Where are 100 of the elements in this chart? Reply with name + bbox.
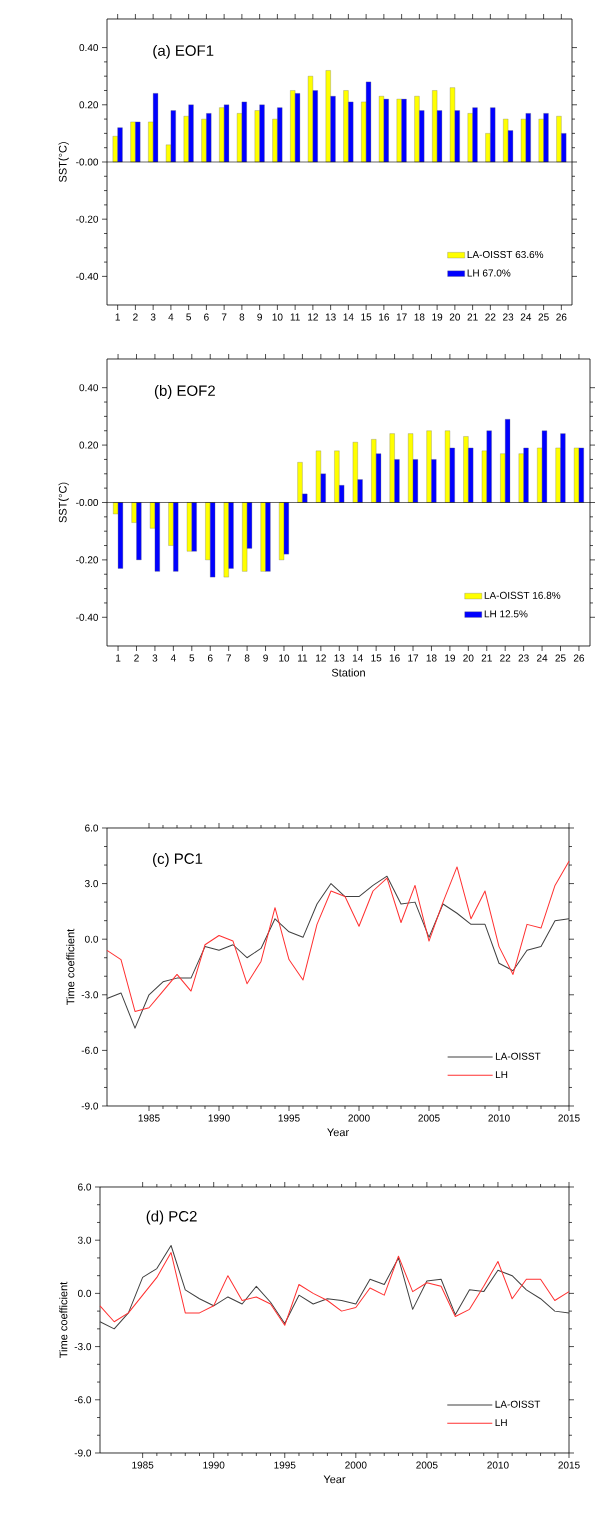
x-tick-label: 2005 — [416, 1461, 438, 1469]
x-tick-label: 7 — [221, 313, 227, 321]
y-tick-label: -3.0 — [74, 1343, 92, 1351]
x-tick-label: 7 — [226, 654, 231, 662]
x-tick-label: 22 — [500, 654, 511, 662]
y-tick-label: -0.40 — [76, 272, 99, 280]
x-tick-label: 25 — [555, 654, 566, 662]
x-tick-label: 8 — [239, 313, 245, 321]
x-tick-label: 21 — [481, 654, 492, 662]
y-tick-label: 0.0 — [77, 1289, 92, 1297]
x-tick-label: 1995 — [278, 1114, 300, 1122]
text: (b) EOF2 — [154, 385, 215, 399]
legend-label: LA-OISST — [495, 1400, 541, 1408]
y-tick-label: 3.0 — [84, 880, 99, 888]
x-tick-label: 1990 — [208, 1114, 230, 1122]
x-tick-label: 18 — [414, 313, 425, 321]
y-tick-label: 0.40 — [79, 384, 99, 392]
y-axis-title: SST(°C) — [58, 482, 69, 523]
x-tick-label: 2015 — [558, 1114, 580, 1122]
x-tick-label: 4 — [170, 654, 176, 662]
x-tick-label: 2005 — [418, 1114, 440, 1122]
legend-label: LA-OISST 16.8% — [484, 591, 561, 599]
legend-label: LH 67.0% — [467, 269, 511, 277]
y-tick-label: 6.0 — [85, 824, 99, 832]
bar — [541, 430, 548, 503]
y-tick-label: -0.00 — [76, 158, 99, 166]
x-tick-label: 24 — [520, 313, 532, 321]
x-tick-label: 5 — [186, 313, 191, 321]
x-tick-label: 14 — [352, 654, 363, 662]
x-tick-label: 11 — [297, 654, 308, 662]
x-tick-label: 4 — [168, 313, 174, 321]
legend-label: LA-OISST 63.6% — [467, 250, 544, 259]
x-tick-label: 1 — [116, 654, 121, 662]
y-tick-label: -0.20 — [76, 556, 99, 564]
line-series — [106, 875, 570, 1029]
text: (a) EOF1 — [153, 44, 214, 59]
x-tick-label: 10 — [272, 313, 283, 321]
x-tick-label: 18 — [426, 654, 437, 662]
y-tick-label: -3.0 — [81, 991, 99, 999]
x-tick-label: 11 — [290, 313, 300, 321]
x-tick-label: 15 — [371, 654, 382, 662]
x-tick-label: 23 — [503, 313, 514, 321]
y-tick-label: 0.40 — [79, 44, 99, 52]
x-tick-label: 17 — [396, 313, 407, 321]
x-tick-label: 2010 — [487, 1461, 509, 1469]
bar — [294, 93, 301, 163]
x-axis-title: Station — [331, 668, 365, 677]
x-tick-label: 21 — [467, 313, 478, 321]
bar — [449, 87, 456, 163]
bar — [444, 430, 451, 503]
bar — [573, 447, 580, 503]
y-axis-title: Time coefficient — [66, 928, 75, 1005]
x-tick-label: 3 — [150, 313, 156, 321]
y-tick-label: -9.0 — [81, 1102, 99, 1110]
x-tick-label: 1985 — [138, 1114, 160, 1122]
x-tick-label: 1990 — [203, 1461, 225, 1469]
x-tick-label: 10 — [279, 654, 290, 662]
legend-label: LH 12.5% — [484, 610, 528, 618]
y-tick-label: 3.0 — [77, 1236, 92, 1244]
x-tick-label: 6 — [207, 654, 213, 662]
x-tick-label: 3 — [152, 654, 158, 662]
legend-label: LA-OISST — [495, 1052, 541, 1060]
x-tick-label: 20 — [463, 654, 474, 662]
legend-label: LH — [495, 1419, 507, 1427]
x-tick-label: 17 — [408, 654, 419, 662]
x-tick-label: 9 — [257, 313, 262, 321]
x-tick-label: 1985 — [132, 1461, 154, 1469]
y-tick-label: -6.0 — [74, 1396, 92, 1404]
x-tick-label: 2010 — [488, 1114, 510, 1122]
x-tick-label: 9 — [263, 654, 268, 662]
x-axis-title: Year — [323, 1475, 346, 1484]
bar — [365, 81, 372, 163]
x-tick-label: 16 — [389, 654, 400, 662]
x-tick-label: 19 — [445, 654, 455, 662]
bar — [307, 76, 314, 163]
y-tick-label: 0.20 — [79, 101, 99, 109]
x-tick-label: 23 — [518, 654, 529, 662]
x-tick-label: 22 — [485, 313, 496, 321]
bar — [378, 96, 385, 163]
y-tick-label: 0.0 — [84, 935, 99, 943]
text: (c) PC1 — [153, 852, 203, 867]
x-tick-label: 20 — [449, 313, 461, 321]
x-tick-label: 5 — [189, 654, 195, 662]
y-tick-label: -0.20 — [76, 215, 99, 223]
x-tick-label: 1 — [115, 313, 120, 321]
y-axis-title: SST(°C) — [58, 142, 69, 183]
x-tick-label: 16 — [379, 313, 389, 321]
bar — [408, 433, 414, 503]
x-tick-label: 24 — [537, 654, 548, 662]
x-tick-label: 12 — [316, 654, 326, 662]
x-tick-label: 2 — [134, 654, 139, 662]
x-tick-label: 19 — [432, 313, 443, 321]
x-tick-label: 26 — [573, 654, 585, 662]
x-tick-label: 13 — [325, 313, 336, 321]
x-tick-label: 2015 — [558, 1461, 580, 1469]
x-tick-label: 14 — [343, 313, 354, 321]
x-tick-label: 26 — [556, 313, 567, 321]
x-tick-label: 2000 — [345, 1461, 367, 1469]
x-tick-label: 2000 — [348, 1114, 370, 1122]
text: (d) PC2 — [146, 1210, 197, 1225]
